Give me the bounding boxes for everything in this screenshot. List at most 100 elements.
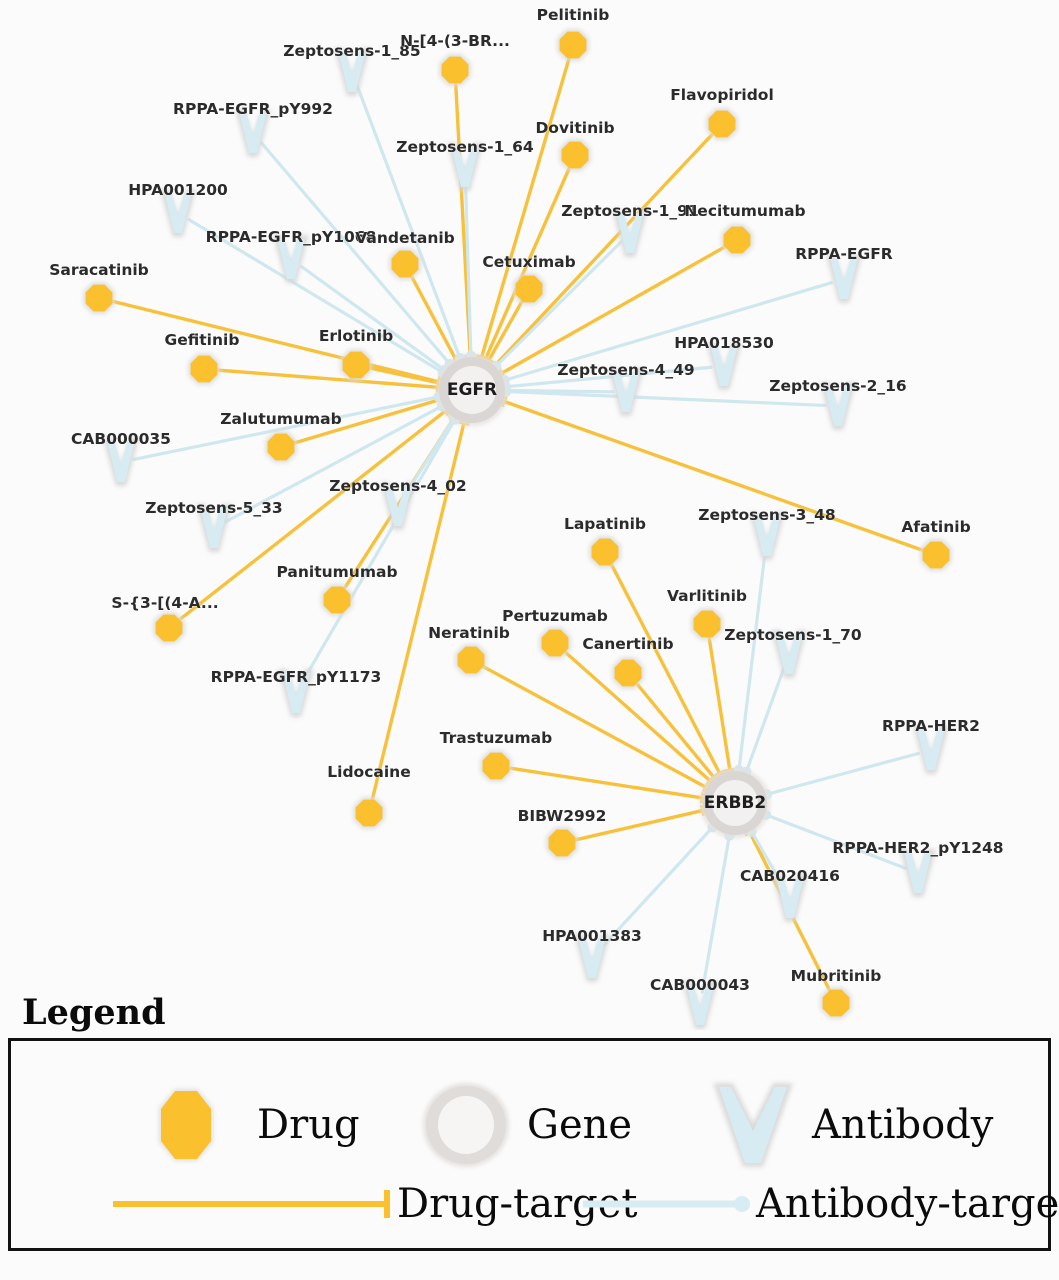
antibody-node[interactable] bbox=[608, 368, 644, 416]
drug-node-label: Flavopiridol bbox=[670, 86, 774, 104]
antibody-icon bbox=[713, 1083, 793, 1167]
antibody-node-label: RPPA-HER2 bbox=[882, 717, 980, 735]
drug-node-label: S-{3-[(4-A... bbox=[111, 594, 218, 612]
drug-node[interactable] bbox=[265, 431, 297, 463]
drug-node[interactable] bbox=[153, 612, 185, 644]
legend-item-antibody: Antibody bbox=[701, 1075, 993, 1175]
antibody-node[interactable] bbox=[447, 143, 483, 191]
antibody-node-label: Zeptosens-1_85 bbox=[283, 42, 420, 60]
drug-node[interactable] bbox=[721, 224, 753, 256]
antibody-node[interactable] bbox=[706, 342, 742, 390]
legend-item-drug-target: Drug-target bbox=[109, 1181, 637, 1227]
edge-antibody-target bbox=[354, 82, 466, 364]
drug-node[interactable] bbox=[820, 987, 852, 1019]
drug-node[interactable] bbox=[539, 627, 571, 659]
edge-antibody-target bbox=[733, 547, 768, 776]
drug-node-label: Pelitinib bbox=[537, 6, 610, 24]
drug-node[interactable] bbox=[612, 657, 644, 689]
drug-node[interactable] bbox=[389, 248, 421, 280]
antibody-node[interactable] bbox=[749, 512, 785, 560]
gene-node[interactable] bbox=[436, 354, 508, 426]
legend-label-gene: Gene bbox=[527, 1102, 633, 1148]
drug-node[interactable] bbox=[546, 827, 578, 859]
drug-node[interactable] bbox=[455, 644, 487, 676]
drug-node-label: Cetuximab bbox=[482, 253, 575, 271]
antibody-node[interactable] bbox=[103, 438, 139, 486]
drug-node-label: Pertuzumab bbox=[502, 607, 608, 625]
drug-node[interactable] bbox=[83, 282, 115, 314]
drug-node[interactable] bbox=[439, 54, 471, 86]
antibody-node-label: Zeptosens-5_33 bbox=[145, 499, 282, 517]
edge-antibody-target bbox=[761, 751, 921, 800]
drug-node-label: Panitumumab bbox=[276, 563, 397, 581]
drug-node-label: Vandetanib bbox=[355, 229, 455, 247]
antibody-node[interactable] bbox=[334, 48, 370, 96]
antibody-node-label: RPPA-HER2_pY1248 bbox=[832, 839, 1003, 857]
antibody-node[interactable] bbox=[772, 874, 808, 922]
drug-node-label: Afatinib bbox=[901, 518, 970, 536]
antibody-node[interactable] bbox=[820, 382, 856, 430]
antibody-node[interactable] bbox=[612, 209, 648, 257]
antibody-node[interactable] bbox=[273, 235, 309, 283]
antibody-node-label: Zeptosens-1_70 bbox=[724, 626, 862, 644]
drug-node[interactable] bbox=[188, 353, 220, 385]
antibody-target-edge-icon bbox=[583, 1196, 750, 1212]
drug-node-label: Varlitinib bbox=[667, 587, 747, 605]
antibody-node[interactable] bbox=[380, 482, 416, 530]
drug-node-label: BIBW2992 bbox=[518, 807, 607, 825]
drug-node[interactable] bbox=[589, 536, 621, 568]
drug-node-label: Saracatinib bbox=[49, 261, 149, 279]
antibody-node[interactable] bbox=[235, 109, 271, 157]
drug-node-label: Neratinib bbox=[428, 624, 510, 642]
drug-node-label: Necitumumab bbox=[684, 202, 805, 220]
edge-drug-target bbox=[507, 766, 705, 804]
nodes-layer bbox=[83, 29, 952, 1029]
gene-node-label: EGFR bbox=[447, 380, 497, 400]
drug-node[interactable] bbox=[706, 108, 738, 140]
antibody-node-label: HPA001383 bbox=[542, 927, 642, 945]
drug-node-label: Trastuzumab bbox=[440, 729, 552, 747]
drug-node-label: Dovitinib bbox=[535, 119, 614, 137]
drug-node[interactable] bbox=[559, 139, 591, 171]
drug-node[interactable] bbox=[340, 349, 372, 381]
drug-node-label: Gefitinib bbox=[165, 331, 240, 349]
drug-node[interactable] bbox=[513, 273, 545, 305]
legend-shape-row: Drug Gene Antibody bbox=[11, 1063, 1048, 1173]
drug-node[interactable] bbox=[691, 608, 723, 640]
antibody-node[interactable] bbox=[196, 504, 232, 552]
antibody-node-label: Zeptosens-3_48 bbox=[698, 506, 835, 524]
legend-title: Legend bbox=[22, 992, 166, 1033]
antibody-node[interactable] bbox=[913, 726, 949, 774]
antibody-node-label: Zeptosens-1_91 bbox=[561, 202, 698, 220]
legend: Legend Drug Gene bbox=[0, 995, 1059, 1251]
legend-edge-row: Drug-target Antibody-target bbox=[11, 1181, 1059, 1241]
legend-label-antibody-target: Antibody-target bbox=[756, 1181, 1059, 1227]
antibody-node-label: RPPA-EGFR_pY1068 bbox=[206, 228, 377, 246]
antibody-node[interactable] bbox=[160, 189, 196, 237]
antibody-node[interactable] bbox=[278, 669, 314, 717]
drug-node[interactable] bbox=[480, 750, 512, 782]
drug-node-label: Lapatinib bbox=[564, 515, 646, 533]
antibody-node-label: RPPA-EGFR_pY1173 bbox=[211, 668, 382, 686]
drug-node[interactable] bbox=[353, 797, 385, 829]
edge-drug-target bbox=[707, 635, 736, 773]
drug-node-label: Lidocaine bbox=[327, 763, 410, 781]
drug-node[interactable] bbox=[321, 584, 353, 616]
drug-node[interactable] bbox=[920, 539, 952, 571]
legend-label-antibody: Antibody bbox=[812, 1102, 994, 1148]
antibody-node[interactable] bbox=[826, 255, 862, 303]
drug-node-label: Canertinib bbox=[582, 635, 673, 653]
edge-antibody-target bbox=[463, 178, 477, 362]
antibody-node[interactable] bbox=[771, 630, 807, 678]
antibody-node[interactable] bbox=[682, 981, 718, 1029]
drug-node[interactable] bbox=[557, 29, 589, 61]
legend-box: Drug Gene Antibody bbox=[8, 1038, 1059, 1251]
antibody-node-label: RPPA-EGFR bbox=[795, 245, 893, 263]
gene-node[interactable] bbox=[700, 768, 770, 838]
drug-target-edge-icon bbox=[113, 1190, 390, 1218]
antibody-node[interactable] bbox=[900, 849, 936, 897]
gene-icon bbox=[423, 1083, 509, 1167]
antibody-node[interactable] bbox=[574, 934, 610, 982]
antibody-node-label: Zeptosens-4_49 bbox=[557, 361, 694, 379]
legend-item-drug: Drug bbox=[131, 1075, 360, 1175]
